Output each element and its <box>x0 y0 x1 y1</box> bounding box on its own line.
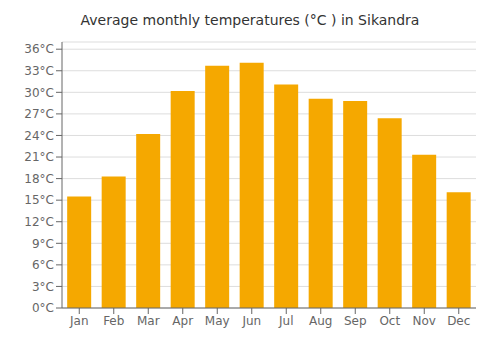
svg-text:Jun: Jun <box>241 314 261 328</box>
svg-text:Nov: Nov <box>413 314 436 328</box>
svg-text:24°C: 24°C <box>24 129 54 143</box>
svg-text:30°C: 30°C <box>24 86 54 100</box>
html-text:Average monthly temperatures (: Average monthly temperatures (°C ) in Si… <box>80 12 420 28</box>
svg-text:18°C: 18°C <box>24 172 54 186</box>
svg-text:Mar: Mar <box>137 314 160 328</box>
svg-text:Sep: Sep <box>344 314 367 328</box>
svg-text:May: May <box>205 314 230 328</box>
svg-text:3°C: 3°C <box>32 280 54 294</box>
svg-text:Dec: Dec <box>447 314 470 328</box>
svg-text:36°C: 36°C <box>24 42 54 56</box>
svg-text:6°C: 6°C <box>32 258 54 272</box>
svg-text:21°C: 21°C <box>24 150 54 164</box>
svg-text:12°C: 12°C <box>24 215 54 229</box>
svg-text:Apr: Apr <box>172 314 193 328</box>
svg-text:27°C: 27°C <box>24 107 54 121</box>
svg-text:Jan: Jan <box>69 314 89 328</box>
svg-text:Feb: Feb <box>103 314 124 328</box>
svg-text:33°C: 33°C <box>24 64 54 78</box>
svg-text:9°C: 9°C <box>32 237 54 251</box>
svg-text:Jul: Jul <box>278 314 293 328</box>
svg-text:0°C: 0°C <box>32 301 54 315</box>
svg-text:Oct: Oct <box>379 314 400 328</box>
svg-text:Aug: Aug <box>309 314 332 328</box>
svg-text:15°C: 15°C <box>24 193 54 207</box>
